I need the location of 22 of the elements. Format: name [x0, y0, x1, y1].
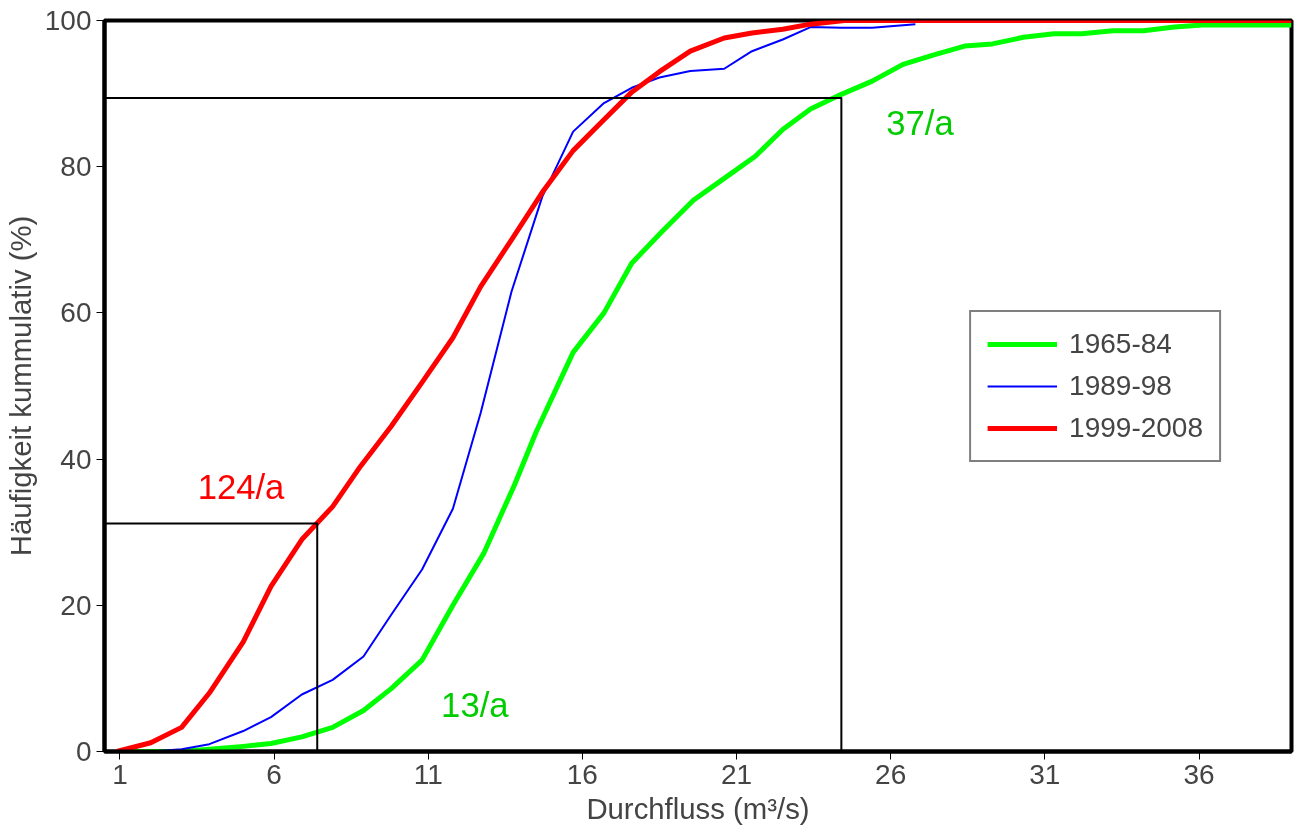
x-tick-label: 26: [875, 758, 907, 790]
y-tick-label: 40: [60, 443, 92, 475]
x-tick-label: 36: [1183, 758, 1215, 790]
annotation: 13/a: [441, 686, 510, 725]
y-tick-label: 60: [60, 297, 92, 329]
y-tick-label: 0: [75, 736, 92, 767]
legend-label: 1999-2008: [1069, 411, 1203, 444]
x-tick-label: 6: [266, 758, 282, 790]
x-tick-label: 11: [413, 758, 443, 790]
x-axis-title: Durchfluss (m³/s): [586, 791, 810, 825]
legend-label: 1965-84: [1069, 327, 1172, 360]
annotation: 37/a: [886, 103, 955, 142]
x-tick-label: 31: [1029, 758, 1061, 790]
y-axis-title: Häufigkeit kummulativ (%): [3, 215, 37, 557]
y-tick-label: 80: [60, 151, 92, 183]
y-tick-label: 20: [60, 589, 92, 621]
legend-label: 1989-98: [1069, 369, 1172, 402]
x-tick-label: 16: [566, 758, 598, 790]
annotation: 124/a: [197, 467, 286, 506]
x-tick-label: 21: [720, 758, 753, 790]
x-tick-label: 1: [112, 758, 128, 790]
y-tick-label: 100: [44, 5, 92, 36]
